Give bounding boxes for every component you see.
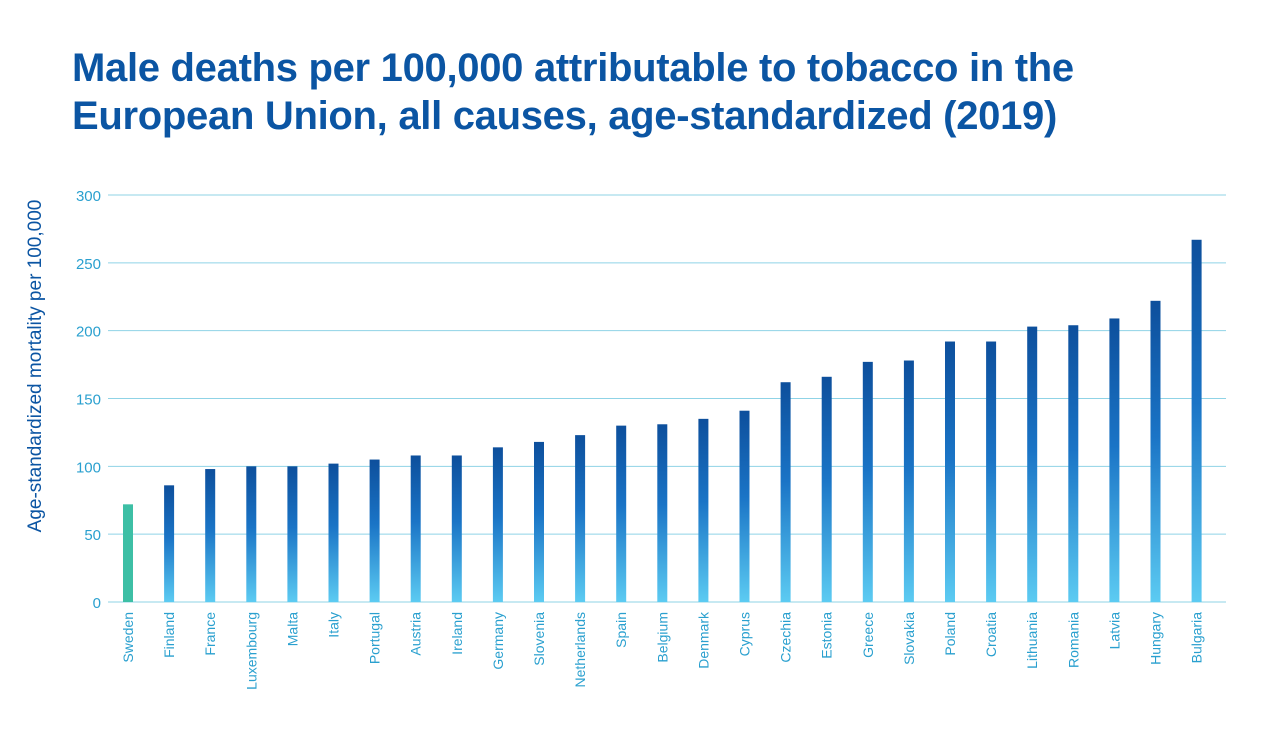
x-tick-label: Austria (408, 612, 424, 656)
bar-sweden (123, 504, 133, 602)
x-tick-label: Lithuania (1024, 612, 1040, 669)
x-tick-label: Estonia (819, 612, 835, 659)
bar-hungary (1150, 300, 1161, 602)
bar-estonia (821, 376, 832, 602)
x-tick-label: Bulgaria (1189, 612, 1205, 664)
bar-slovenia (534, 441, 544, 602)
bar-croatia (986, 341, 997, 602)
x-tick-label: Romania (1065, 612, 1081, 668)
y-tick-label: 200 (76, 324, 101, 341)
bar-denmark (698, 418, 709, 602)
x-tick-label: Italy (326, 612, 342, 638)
y-tick-label: 50 (84, 527, 101, 544)
x-tick-label: Denmark (695, 611, 711, 669)
bar-greece (862, 361, 873, 602)
y-axis-label: Age-standardized mortality per 100,000 (25, 200, 46, 533)
x-tick-label: Slovenia (531, 612, 547, 666)
x-tick-label: Hungary (1148, 612, 1164, 665)
x-tick-label: Cyprus (737, 612, 753, 656)
bar-italy (328, 463, 339, 602)
bar-latvia (1109, 318, 1120, 602)
bar-luxembourg (246, 466, 257, 602)
bar-slovakia (903, 360, 914, 602)
y-tick-label: 150 (76, 392, 101, 409)
y-tick-label: 300 (76, 188, 101, 205)
bar-austria (410, 455, 421, 602)
bar-ireland (451, 455, 462, 602)
bar-czechia (780, 382, 791, 602)
bar-finland (164, 485, 175, 602)
y-tick-label: 0 (93, 595, 101, 612)
bar-bulgaria (1191, 239, 1202, 602)
x-tick-label: Poland (942, 612, 958, 656)
bar-belgium (657, 424, 668, 602)
bar-germany (492, 447, 503, 602)
bar-spain (616, 425, 627, 602)
x-tick-label: Belgium (654, 612, 670, 663)
chart-title: Male deaths per 100,000 attributable to … (72, 46, 1074, 138)
x-tick-label: Greece (860, 612, 876, 658)
x-tick-label: Croatia (983, 612, 999, 657)
bar-portugal (369, 459, 380, 602)
bar-poland (945, 341, 955, 602)
x-tick-label: Netherlands (572, 612, 588, 688)
bar-france (205, 469, 216, 602)
bar-malta (287, 466, 298, 602)
x-tick-label: Czechia (778, 612, 794, 663)
bar-romania (1068, 325, 1079, 602)
x-tick-label: Germany (490, 612, 506, 670)
x-tick-label: Latvia (1106, 612, 1122, 650)
x-tick-label: Finland (161, 612, 177, 658)
x-tick-label: Slovakia (901, 612, 917, 665)
x-tick-label: Spain (613, 612, 629, 648)
y-tick-label: 100 (76, 459, 101, 476)
y-tick-label: 250 (76, 256, 101, 273)
x-tick-label: Ireland (449, 612, 465, 655)
bar-cyprus (739, 410, 750, 602)
x-tick-label: Luxembourg (243, 612, 259, 690)
x-tick-label: France (202, 612, 218, 656)
x-tick-label: Portugal (367, 612, 383, 664)
x-tick-label: Sweden (120, 612, 136, 663)
bar-lithuania (1027, 326, 1038, 602)
x-tick-label: Malta (284, 612, 300, 646)
bar-netherlands (575, 435, 586, 602)
